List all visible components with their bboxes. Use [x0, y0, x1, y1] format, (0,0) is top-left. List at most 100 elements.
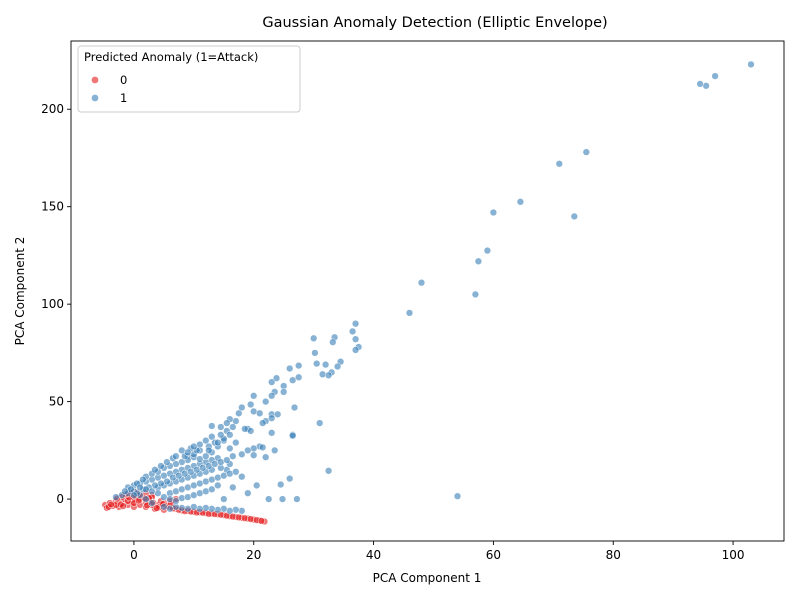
point-class-1 [178, 485, 186, 493]
point-class-1 [229, 483, 237, 492]
point-class-1 [202, 477, 210, 486]
x-tick-label: 80 [606, 548, 621, 562]
point-class-1 [205, 446, 213, 455]
point-class-1 [142, 495, 150, 503]
point-class-1 [220, 505, 228, 513]
point-class-1 [184, 505, 192, 513]
point-class-0 [153, 504, 161, 512]
point-class-1 [238, 403, 246, 412]
point-class-1 [157, 479, 165, 488]
point-class-1 [190, 503, 198, 511]
point-class-1 [142, 485, 150, 493]
point-class-1 [471, 290, 480, 299]
point-class-1 [483, 246, 492, 255]
y-tick-label: 150 [41, 200, 64, 214]
point-class-1 [489, 208, 498, 217]
point-class-1 [244, 446, 252, 455]
x-axis-label: PCA Component 1 [373, 571, 482, 585]
point-class-1 [238, 507, 246, 515]
point-class-1 [405, 309, 414, 317]
point-class-1 [250, 451, 258, 459]
point-class-1 [295, 373, 303, 381]
point-class-1 [244, 489, 252, 497]
point-class-1 [139, 475, 147, 484]
legend-entry-0: 0 [120, 73, 127, 87]
point-class-1 [226, 444, 234, 453]
y-tick-label: 0 [56, 492, 64, 506]
point-class-1 [121, 487, 129, 495]
point-class-1 [268, 378, 276, 386]
point-class-1 [253, 481, 261, 490]
point-class-1 [214, 438, 222, 447]
point-class-1 [232, 438, 240, 447]
point-class-1 [286, 474, 294, 483]
point-class-1 [286, 364, 294, 373]
point-class-1 [711, 72, 719, 80]
point-class-1 [280, 388, 288, 396]
point-class-1 [324, 467, 333, 475]
point-class-1 [196, 505, 204, 513]
point-class-1 [274, 410, 282, 418]
point-class-1 [202, 452, 210, 460]
point-class-1 [351, 335, 360, 343]
point-class-1 [696, 80, 704, 88]
point-class-1 [214, 506, 222, 514]
points-layer [101, 60, 755, 526]
legend: Predicted Anomaly (1=Attack) 0 1 [77, 45, 301, 113]
point-class-1 [316, 419, 324, 427]
point-class-1 [229, 452, 237, 460]
point-class-1 [278, 495, 287, 503]
point-class-1 [271, 446, 279, 455]
x-tick-label: 40 [366, 548, 381, 562]
point-class-1 [154, 489, 162, 497]
point-class-1 [289, 376, 297, 384]
x-tick-label: 100 [722, 548, 745, 562]
point-class-1 [208, 505, 216, 513]
point-class-1 [268, 392, 276, 400]
point-class-1 [268, 414, 276, 422]
x-tick-label: 20 [246, 548, 261, 562]
point-class-0 [107, 500, 115, 509]
point-class-1 [311, 349, 319, 357]
point-class-1 [223, 456, 231, 464]
point-class-1 [329, 338, 337, 346]
point-class-1 [256, 409, 264, 417]
point-class-1 [235, 409, 243, 417]
point-class-1 [208, 433, 216, 441]
point-class-1 [453, 492, 462, 500]
point-class-1 [232, 506, 240, 514]
point-class-1 [272, 374, 281, 382]
plot-frame [70, 40, 785, 542]
point-class-1 [229, 423, 237, 431]
legend-marker-0 [91, 76, 99, 84]
point-class-1 [241, 425, 249, 433]
point-class-1 [208, 422, 216, 430]
y-tick-label: 200 [41, 102, 64, 116]
point-class-1 [348, 327, 357, 336]
point-class-1 [333, 362, 342, 371]
legend-entry-1: 1 [120, 91, 127, 105]
point-class-1 [289, 432, 297, 440]
point-class-1 [112, 493, 120, 501]
point-class-1 [293, 495, 301, 503]
y-axis: 0 50 100 150 200 [41, 102, 71, 506]
point-class-1 [277, 480, 285, 489]
point-class-1 [582, 148, 590, 156]
point-class-1 [151, 466, 159, 474]
point-class-1 [238, 450, 246, 458]
point-class-1 [166, 505, 174, 513]
point-class-1 [136, 483, 144, 492]
point-class-1 [166, 495, 174, 503]
x-tick-label: 60 [486, 548, 501, 562]
point-class-1 [196, 489, 204, 497]
point-class-1 [196, 455, 204, 463]
point-class-1 [250, 392, 258, 400]
point-class-1 [232, 468, 240, 476]
point-class-0 [119, 502, 127, 510]
point-class-1 [220, 495, 228, 503]
point-class-1 [172, 452, 180, 460]
point-class-1 [351, 320, 360, 328]
point-class-1 [130, 491, 138, 499]
point-class-1 [250, 407, 258, 416]
